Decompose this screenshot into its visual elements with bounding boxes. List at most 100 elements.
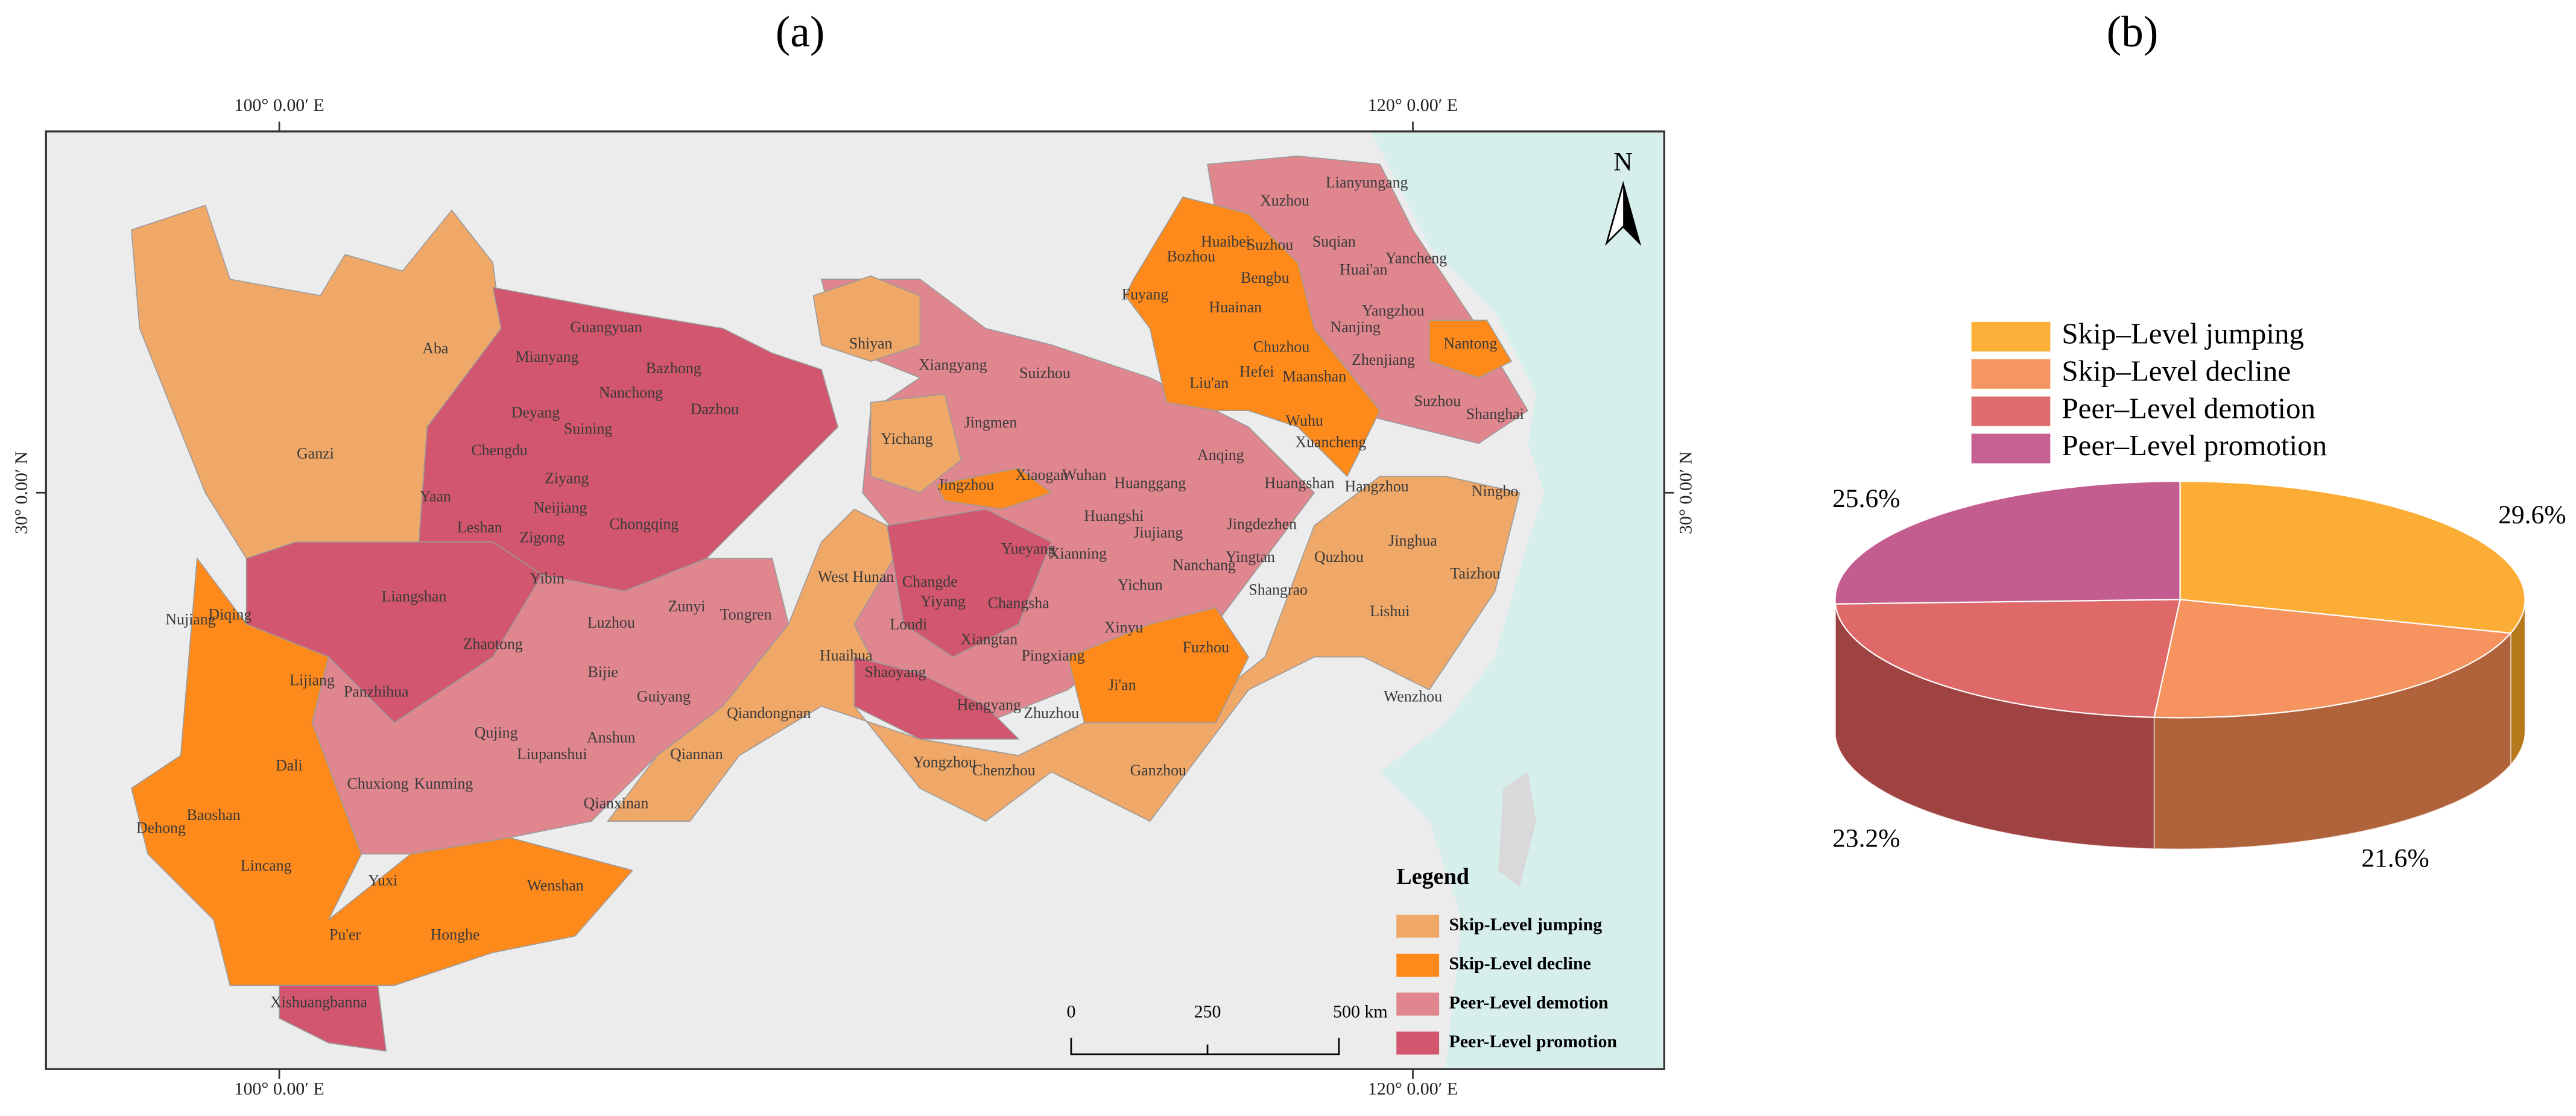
city-label: Deyang bbox=[511, 403, 560, 421]
city-label: Xishuangbanna bbox=[270, 993, 367, 1010]
city-label: Ji'an bbox=[1108, 676, 1136, 694]
scale-label: 0 bbox=[1066, 1002, 1075, 1022]
regions bbox=[130, 156, 1529, 1052]
city-label: Lincang bbox=[241, 857, 292, 874]
legend-label: Skip-Level decline bbox=[1449, 954, 1590, 974]
value-label: 25.6% bbox=[1832, 484, 1900, 513]
legend-swatch bbox=[1396, 953, 1440, 977]
city-label: Huainan bbox=[1209, 298, 1262, 316]
city-label: Loudi bbox=[890, 616, 927, 633]
city-label: Maanshan bbox=[1282, 367, 1346, 385]
pie-slice bbox=[2153, 599, 2513, 719]
city-label: Chuxiong bbox=[347, 775, 408, 792]
legend-label: Skip-Level jumping bbox=[1449, 915, 1602, 935]
city-label: Dehong bbox=[136, 819, 186, 837]
lat-label: 30° 0.00′ N bbox=[1676, 451, 1695, 534]
city-label: Hangzhou bbox=[1344, 478, 1408, 495]
sea bbox=[1372, 133, 1663, 1068]
city-label: Huaibei bbox=[1201, 233, 1250, 250]
city-label: Zhenjiang bbox=[1352, 351, 1415, 368]
legend-swatch bbox=[1971, 321, 2051, 352]
city-label: Suizhou bbox=[1019, 364, 1071, 382]
map-legend: Legend Skip-Level jumping Skip-Level decl… bbox=[1396, 864, 1617, 1055]
city-label: Zhuzhou bbox=[1024, 704, 1079, 722]
panel-label: (a) bbox=[776, 7, 825, 56]
city-label: Jingzhou bbox=[938, 476, 994, 493]
city-label: Chengdu bbox=[471, 441, 527, 459]
city-label: Ningbo bbox=[1472, 482, 1519, 500]
city-label: Huangshan bbox=[1264, 474, 1334, 492]
city-label: Anshun bbox=[587, 729, 636, 746]
region bbox=[935, 467, 1053, 510]
legend-label: Peer–Level demotion bbox=[2062, 391, 2315, 424]
city-label: Zhaotong bbox=[463, 635, 523, 652]
city-label: Zunyi bbox=[668, 597, 706, 615]
city-label: Diqing bbox=[208, 605, 252, 623]
city-label: Fuyang bbox=[1122, 285, 1169, 303]
city-label: Jiujiang bbox=[1133, 523, 1183, 541]
north-label: N bbox=[1613, 147, 1632, 176]
legend-label: Skip–Level decline bbox=[2062, 355, 2291, 388]
city-label: Xiangtan bbox=[960, 630, 1017, 648]
city-label: Quzhou bbox=[1314, 548, 1364, 566]
city-label: Anqing bbox=[1197, 446, 1244, 464]
north-arrow bbox=[1623, 184, 1640, 244]
city-label: Bengbu bbox=[1241, 269, 1290, 286]
city-label: Nantong bbox=[1443, 335, 1497, 352]
city-label: Xianning bbox=[1049, 545, 1107, 563]
city-label: Huai'an bbox=[1340, 260, 1387, 278]
city-labels: Aba Ganzi Guangyuan Mianyang Bazhong Dazhou Na… bbox=[136, 174, 1524, 1010]
region bbox=[1067, 607, 1250, 724]
legend-swatch bbox=[1396, 1031, 1440, 1055]
city-label: Pingxiang bbox=[1022, 647, 1085, 664]
city-label: Jinghua bbox=[1388, 532, 1437, 549]
legend-label: Skip–Level jumping bbox=[2062, 317, 2304, 350]
city-label: Qianxinan bbox=[584, 795, 649, 812]
region bbox=[1124, 196, 1381, 478]
city-label: Hengyang bbox=[957, 696, 1021, 713]
city-label: Wenshan bbox=[527, 877, 584, 894]
city-label: Leshan bbox=[457, 519, 502, 536]
city-label: West Hunan bbox=[818, 568, 894, 585]
city-label: Ganzhou bbox=[1130, 761, 1186, 779]
legend-label: Peer–Level promotion bbox=[2062, 429, 2327, 462]
legend-swatch bbox=[1971, 433, 2051, 464]
city-label: Yaan bbox=[420, 487, 451, 505]
value-label: 29.6% bbox=[2498, 500, 2566, 529]
city-label: Xinyu bbox=[1104, 619, 1144, 636]
region bbox=[870, 393, 962, 494]
scale-label: 250 bbox=[1194, 1002, 1221, 1022]
city-label: Changde bbox=[902, 573, 958, 590]
city-label: Huangshi bbox=[1084, 507, 1144, 525]
city-label: Chenzhou bbox=[972, 761, 1036, 779]
city-label: Yichang bbox=[881, 430, 932, 447]
city-label: Guiyang bbox=[637, 688, 691, 705]
city-label: Suqian bbox=[1312, 233, 1356, 250]
city-label: Suining bbox=[564, 420, 613, 438]
city-label: Zigong bbox=[520, 528, 565, 546]
city-label: Honghe bbox=[431, 926, 480, 944]
city-label: Ziyang bbox=[545, 469, 589, 487]
city-label: Panzhihua bbox=[344, 683, 409, 700]
lon-label: 120° 0.00′ E bbox=[1368, 95, 1458, 115]
city-label: Huaihua bbox=[820, 647, 873, 664]
city-label: Nanchang bbox=[1172, 556, 1236, 574]
region bbox=[886, 508, 1052, 658]
city-label: Shangrao bbox=[1248, 581, 1308, 599]
city-label: Qiannan bbox=[670, 745, 723, 763]
city-label: Chuzhou bbox=[1253, 338, 1309, 355]
city-label: Luzhou bbox=[587, 614, 635, 631]
island bbox=[1498, 772, 1536, 887]
city-label: Aba bbox=[422, 339, 449, 357]
scale-bar bbox=[1070, 1038, 1340, 1056]
legend-swatch bbox=[1971, 359, 2051, 389]
city-label: Lijiang bbox=[290, 671, 335, 689]
region bbox=[853, 656, 1020, 740]
scale-label: 500 km bbox=[1333, 1002, 1388, 1022]
city-label: Nanchong bbox=[599, 384, 663, 402]
value-label: 21.6% bbox=[2361, 843, 2429, 872]
city-label: Shaoyang bbox=[864, 663, 926, 681]
legend-swatch bbox=[1396, 992, 1440, 1016]
